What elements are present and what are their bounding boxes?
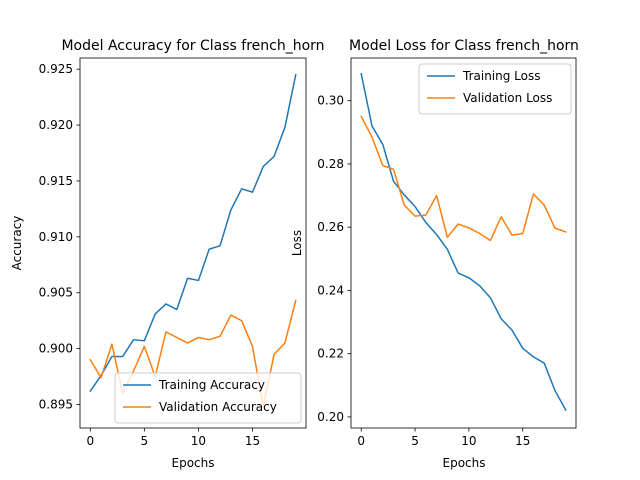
loss-x-tick-label: 5: [411, 434, 419, 448]
loss-y-axis-label: Loss: [290, 230, 304, 256]
loss-x-tick-label: 15: [515, 434, 530, 448]
accuracy-y-tick-label: 0.915: [39, 174, 73, 188]
loss-x-axis-label: Epochs: [443, 456, 486, 470]
accuracy-y-tick-label: 0.920: [39, 118, 73, 132]
accuracy-chart: Model Accuracy for Class french_horn Epo…: [10, 38, 325, 470]
accuracy-x-axis-label: Epochs: [172, 456, 215, 470]
loss-y-tick-label: 0.22: [317, 347, 344, 361]
loss-y-tick-label: 0.24: [317, 283, 344, 297]
accuracy-axes-frame: [79, 57, 307, 429]
loss-chart: Model Loss for Class french_horn Epochs …: [290, 38, 579, 470]
loss-y-tick-label: 0.28: [317, 157, 344, 171]
accuracy-legend-box: [114, 372, 302, 424]
accuracy-y-tick-label: 0.900: [39, 342, 73, 356]
accuracy-y-axis-label: Accuracy: [10, 216, 24, 271]
accuracy-y-tick-label: 0.905: [39, 286, 73, 300]
accuracy-legend-label-1: Training Accuracy: [158, 378, 265, 392]
accuracy-series-line-1: [89, 73, 297, 393]
accuracy-y-tick-label: 0.925: [39, 62, 73, 76]
accuracy-chart-title: Model Accuracy for Class french_horn: [61, 38, 324, 54]
accuracy-x-tick-label: 5: [141, 434, 149, 448]
loss-x-tick-label: 10: [461, 434, 476, 448]
loss-y-tick-label: 0.30: [317, 94, 344, 108]
loss-axes: 0 5 10 15 0.20 0.22 0.24 0.26 0.28 0.30: [317, 57, 577, 448]
accuracy-x-tick-label: 10: [191, 434, 206, 448]
loss-y-tick-label: 0.26: [317, 220, 344, 234]
loss-series-line-2: [360, 115, 567, 242]
accuracy-y-tick-label: 0.910: [39, 230, 73, 244]
loss-legend-label-1: Training Loss: [462, 69, 540, 83]
accuracy-x-tick-label: 15: [245, 434, 260, 448]
loss-chart-title: Model Loss for Class french_horn: [349, 38, 579, 54]
loss-y-tick-label: 0.20: [317, 410, 344, 424]
loss-legend: Training Loss Validation Loss: [418, 63, 572, 115]
loss-series-line-1: [360, 72, 567, 411]
accuracy-axes: 0 5 10 15 0.895 0.900 0.905 0.910 0.915 0.920 0.92…: [39, 57, 307, 448]
loss-x-tick-label: 0: [357, 434, 365, 448]
loss-series-layer: [360, 72, 567, 411]
loss-legend-box: [418, 63, 572, 115]
accuracy-x-tick-label: 0: [86, 434, 94, 448]
loss-axes-frame: [350, 57, 577, 429]
accuracy-legend-label-2: Validation Accuracy: [159, 400, 277, 414]
accuracy-legend: Training Accuracy Validation Accuracy: [114, 372, 302, 424]
accuracy-y-tick-label: 0.895: [39, 398, 73, 412]
loss-legend-label-2: Validation Loss: [463, 91, 552, 105]
